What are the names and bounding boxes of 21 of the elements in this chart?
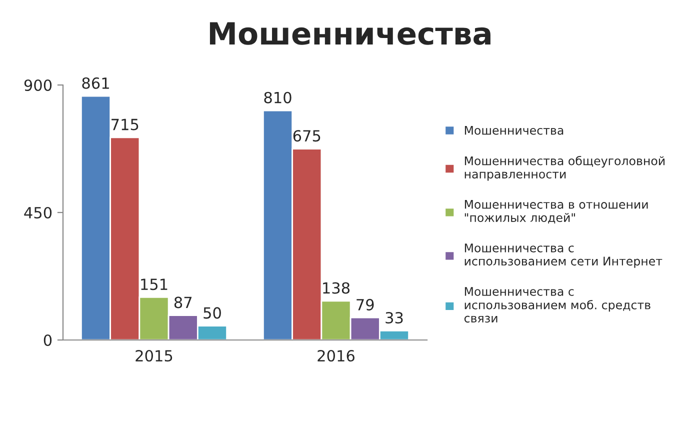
chart-title: Мошенничества (210, 22, 490, 45)
legend-label: Мошенничества в отношении "пожилых людей" (464, 200, 648, 224)
data-label: 715 (112, 118, 138, 130)
data-label: 87 (174, 296, 192, 308)
x-tick-label: 2016 (318, 350, 354, 362)
legend-label: Мошенничества с использованием моб. средств связи (464, 287, 650, 323)
y-tick-label: 900 (24, 79, 52, 92)
legend-label: Мошенничества общеуголовной направленности (464, 156, 664, 181)
data-label: 151 (141, 278, 168, 290)
data-label: 79 (356, 298, 374, 310)
x-tick-label: 2015 (136, 350, 172, 362)
y-tick-label: 450 (24, 206, 52, 219)
data-label: 810 (264, 92, 292, 104)
legend-label: Мошенничества (464, 126, 564, 135)
data-label: 50 (204, 307, 221, 319)
data-label: 675 (293, 130, 320, 142)
data-label: 861 (82, 77, 109, 89)
legend-label: Мошенничества с использованием сети Интернет (464, 244, 662, 268)
y-tick-label: 0 (44, 334, 52, 346)
data-label: 138 (323, 282, 350, 294)
data-label: 33 (386, 312, 403, 324)
